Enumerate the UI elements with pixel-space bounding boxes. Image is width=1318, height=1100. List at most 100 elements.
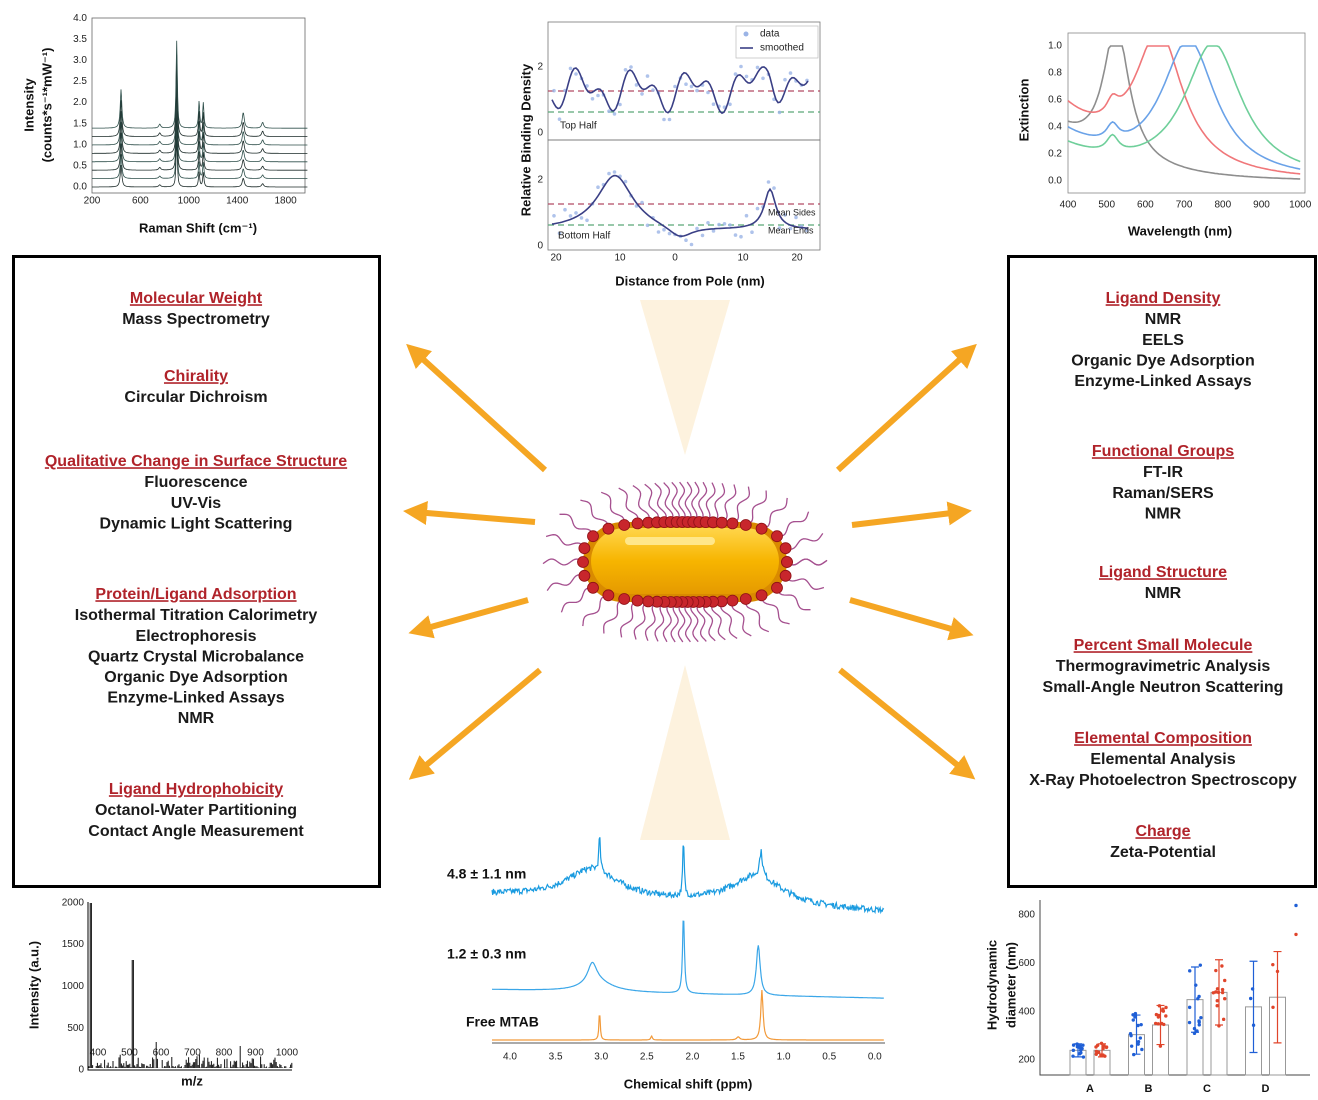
dls-point xyxy=(1221,988,1224,991)
section-item: Enzyme-Linked Assays xyxy=(1074,373,1251,390)
data-point xyxy=(701,234,705,238)
data-point xyxy=(772,186,776,190)
label: 2.0 xyxy=(685,1052,699,1063)
extinction-curve xyxy=(1068,46,1300,174)
data-point xyxy=(607,109,611,113)
section-heading: Functional Groups xyxy=(1092,443,1234,460)
label: Raman Shift (cm⁻¹) xyxy=(139,220,257,235)
label: 4.0 xyxy=(503,1052,517,1063)
section-item: UV-Vis xyxy=(171,495,222,512)
label: Top Half xyxy=(560,121,597,132)
head-group xyxy=(632,595,643,606)
dls-point xyxy=(1095,1050,1098,1053)
label: 700 xyxy=(1176,200,1193,211)
label: Relative Binding Density xyxy=(518,63,533,216)
data-point xyxy=(684,82,688,86)
dls-point xyxy=(1223,979,1226,982)
label: 700 xyxy=(184,1048,201,1059)
label: 0 xyxy=(537,241,543,252)
label: Chemical shift (ppm) xyxy=(624,1076,753,1091)
head-group xyxy=(727,518,738,529)
ligand xyxy=(746,599,769,632)
section-item: Organic Dye Adsorption xyxy=(1071,352,1254,369)
data-point xyxy=(756,66,760,70)
head-group xyxy=(780,543,791,554)
dls-point xyxy=(1271,963,1274,966)
nmr-trace xyxy=(492,921,884,998)
dls-point xyxy=(1139,1036,1142,1039)
label: data xyxy=(760,29,780,40)
data-point xyxy=(695,227,699,231)
ligand xyxy=(787,559,827,565)
section-item: Octanol-Water Partitioning xyxy=(95,802,297,819)
data-point xyxy=(668,118,672,122)
section-item: Contact Angle Measurement xyxy=(88,823,304,840)
legend-dot xyxy=(744,32,749,37)
data-point xyxy=(563,208,567,212)
label: 600 xyxy=(1137,200,1154,211)
ligand xyxy=(543,559,583,565)
axis xyxy=(88,902,292,1070)
label: 1000 xyxy=(178,196,201,207)
ligand xyxy=(678,602,684,642)
label: 2.5 xyxy=(640,1052,654,1063)
section-item: Small-Angle Neutron Scattering xyxy=(1043,679,1284,696)
section-item: Zeta-Potential xyxy=(1110,844,1216,861)
head-group xyxy=(727,595,738,606)
dls-point xyxy=(1199,963,1202,966)
ligand xyxy=(663,602,671,642)
section-heading: Percent Small Molecule xyxy=(1074,637,1253,654)
data-point xyxy=(712,102,716,106)
dls-point xyxy=(1294,904,1297,907)
dls-point xyxy=(1223,997,1226,1000)
head-group xyxy=(716,517,727,528)
data-point xyxy=(629,65,633,69)
ligand xyxy=(655,602,664,642)
data-point xyxy=(756,207,760,211)
label: 900 xyxy=(247,1048,264,1059)
label: (counts*s⁻¹*mW⁻¹) xyxy=(39,48,54,163)
label: 600 xyxy=(132,196,149,207)
raman-trace xyxy=(92,41,307,128)
section-item: Fluorescence xyxy=(144,474,247,491)
dls-point xyxy=(1157,1022,1160,1025)
section-item: Thermogravimetric Analysis xyxy=(1056,658,1271,675)
data-point xyxy=(668,232,672,236)
section-item: Elemental Analysis xyxy=(1090,751,1235,768)
beam-top xyxy=(640,300,730,455)
data-point xyxy=(646,74,650,78)
section-heading: Charge xyxy=(1135,823,1190,840)
ligand xyxy=(580,500,608,529)
label: 2 xyxy=(537,175,543,186)
label: Distance from Pole (nm) xyxy=(615,273,765,288)
section-item: Circular Dichroism xyxy=(124,389,267,406)
data-point xyxy=(706,221,710,225)
section-item: EELS xyxy=(1142,332,1184,349)
label: 4.0 xyxy=(73,13,87,24)
head-group xyxy=(619,520,630,531)
dls-point xyxy=(1199,1016,1202,1019)
section-item: Mass Spectrometry xyxy=(122,311,270,328)
data-point xyxy=(580,216,584,220)
section-heading: Ligand Density xyxy=(1106,290,1221,307)
dls-point xyxy=(1139,1023,1142,1026)
dls-point xyxy=(1161,1007,1164,1010)
data-point xyxy=(651,88,655,92)
label: 1.0 xyxy=(777,1052,791,1063)
label: 200 xyxy=(84,196,101,207)
label: smoothed xyxy=(760,43,804,54)
section-heading: Ligand Hydrophobicity xyxy=(109,781,283,798)
extinction-curve xyxy=(1068,46,1300,162)
label: 1500 xyxy=(62,939,85,950)
data-point xyxy=(767,180,771,184)
dls-point xyxy=(1129,1034,1132,1037)
section-item: NMR xyxy=(1145,311,1182,328)
data-point xyxy=(690,85,694,89)
label: 900 xyxy=(1253,200,1270,211)
label: 10 xyxy=(614,253,626,264)
ligand xyxy=(671,602,678,642)
label: 600 xyxy=(153,1048,170,1059)
head-group xyxy=(740,594,751,605)
ligand xyxy=(664,483,673,522)
label: Bottom Half xyxy=(558,231,610,242)
